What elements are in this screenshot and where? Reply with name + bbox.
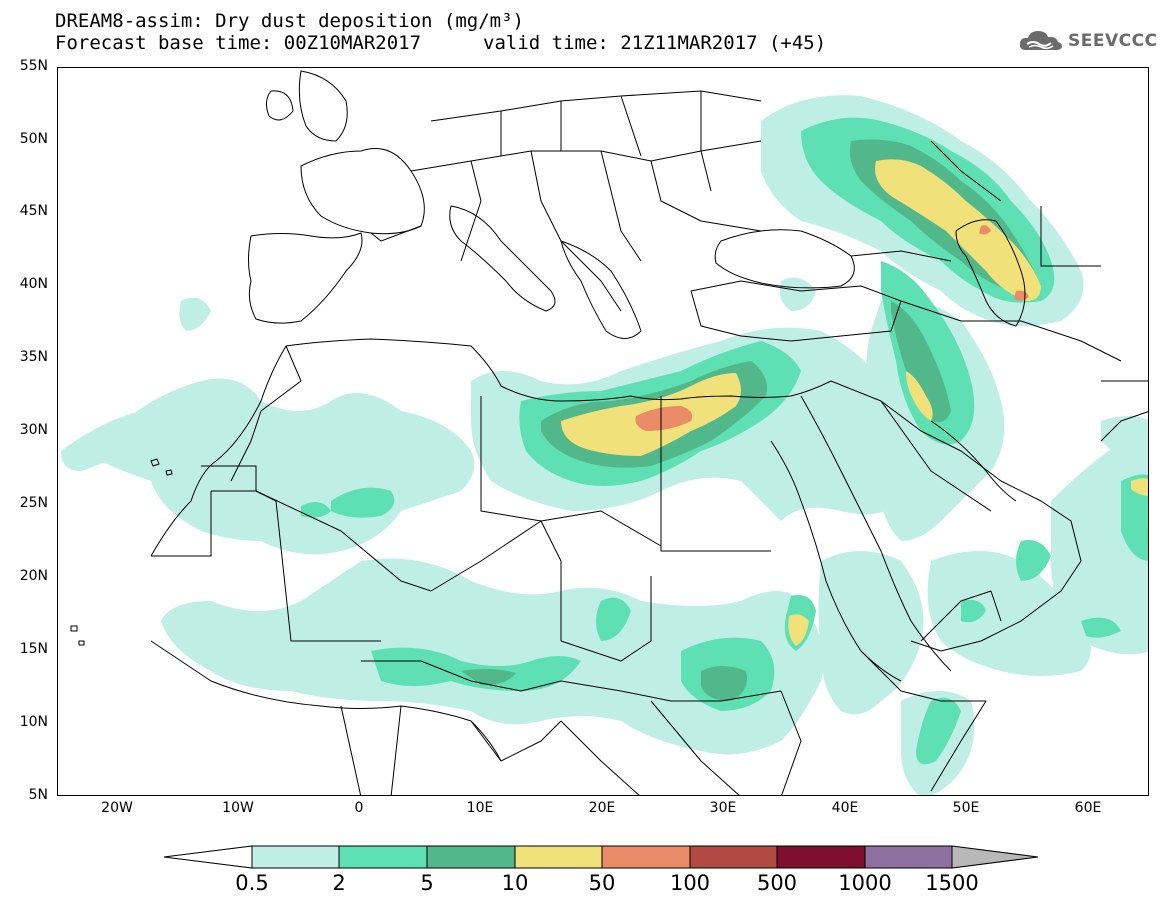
map-canvas — [61, 70, 1148, 795]
colorbar-svg — [163, 845, 1039, 869]
seevccc-logo: SEEVCCC — [1018, 26, 1158, 56]
lon-label: 0 — [354, 800, 364, 816]
logo-text: SEEVCCC — [1068, 31, 1158, 51]
colorbar-segment — [426, 845, 516, 869]
colorbar-segment — [601, 845, 691, 869]
map-title: DREAM8-assim: Dry dust deposition (mg/m³… — [55, 10, 524, 32]
colorbar-label: 0.5 — [235, 871, 269, 895]
colorbar-segment — [689, 845, 778, 869]
colorbar-segment — [776, 845, 866, 869]
lat-label: 30N — [19, 422, 48, 438]
colorbar-label: 1500 — [925, 871, 979, 895]
colorbar-label: 500 — [756, 871, 798, 895]
colorbar-label: 1000 — [838, 871, 892, 895]
lon-label: 60E — [1074, 800, 1102, 816]
colorbar-label: 100 — [669, 871, 711, 895]
lat-label: 15N — [19, 641, 48, 657]
lat-label: 5N — [28, 787, 48, 803]
lon-label: 30E — [709, 800, 737, 816]
cloud-logo-icon — [1019, 31, 1062, 50]
colorbar-label: 2 — [332, 871, 346, 895]
lat-label: 55N — [19, 58, 48, 74]
lat-label: 40N — [19, 276, 48, 292]
lon-label: 50E — [952, 800, 980, 816]
lon-label: 40E — [831, 800, 859, 816]
lat-label: 45N — [19, 203, 48, 219]
lon-label: 20E — [588, 800, 616, 816]
colorbar-label: 5 — [420, 871, 434, 895]
dust-deposition-map — [57, 67, 1149, 796]
country-boundaries — [70, 70, 1148, 795]
lat-label: 35N — [19, 349, 48, 365]
colorbar-segment — [864, 845, 953, 869]
lat-label: 25N — [19, 495, 48, 511]
colorbar-segment — [251, 845, 340, 869]
lon-label: 10E — [466, 800, 494, 816]
colorbar — [160, 844, 1040, 872]
colorbar-high-triangle — [951, 845, 1039, 869]
colorbar-segment — [514, 845, 603, 869]
lat-label: 20N — [19, 568, 48, 584]
forecast-base-time: Forecast base time: 00Z10MAR2017 — [55, 32, 422, 54]
valid-time: valid time: 21Z11MAR2017 (+45) — [483, 32, 827, 54]
lon-label: 10W — [222, 800, 254, 816]
colorbar-segment — [338, 845, 428, 869]
colorbar-label: 10 — [501, 871, 529, 895]
colorbar-label: 50 — [588, 871, 616, 895]
lat-label: 10N — [19, 714, 48, 730]
lat-label: 50N — [19, 131, 48, 147]
lon-label: 20W — [101, 800, 133, 816]
colorbar-low-triangle — [163, 845, 253, 869]
